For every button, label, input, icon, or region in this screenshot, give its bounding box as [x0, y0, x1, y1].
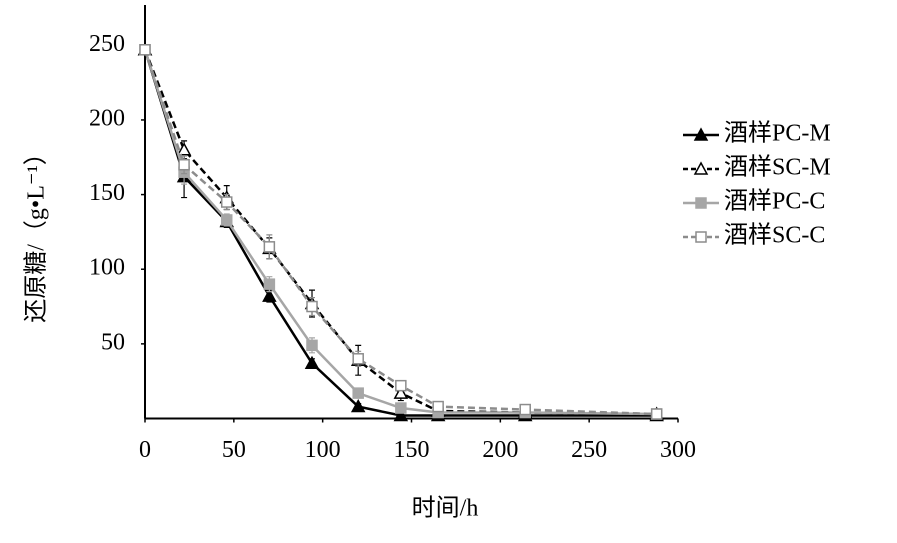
marker	[220, 214, 233, 226]
y-tick-label: 250	[89, 31, 125, 57]
marker	[304, 355, 320, 370]
marker	[432, 400, 444, 413]
y-tick-label: 50	[101, 329, 125, 355]
legend-label: 酒样PC-M	[724, 120, 831, 147]
marker	[220, 196, 233, 208]
legend-label: 酒样SC-C	[724, 222, 825, 249]
marker	[306, 339, 318, 352]
series-line	[143, 49, 657, 416]
series-line	[143, 49, 657, 417]
y-tick-label: 200	[89, 105, 125, 131]
legend-marker	[695, 197, 707, 209]
marker	[650, 408, 663, 420]
x-tick-label: 300	[660, 437, 696, 463]
marker	[395, 379, 407, 392]
x-axis-title: 时间/h	[412, 495, 479, 522]
legend-marker	[693, 127, 709, 141]
marker	[262, 288, 277, 302]
marker	[306, 300, 318, 313]
marker	[352, 387, 364, 399]
x-tick-label: 150	[394, 437, 430, 463]
marker	[139, 44, 151, 56]
x-tick-label: 200	[482, 437, 518, 463]
legend-marker	[693, 161, 709, 175]
y-tick-label: 100	[89, 255, 125, 281]
marker	[350, 398, 366, 413]
legend-marker	[695, 231, 707, 243]
x-tick-label: 0	[139, 437, 151, 463]
marker	[393, 407, 409, 422]
marker	[178, 158, 190, 171]
marker	[263, 278, 276, 290]
x-tick-label: 100	[305, 437, 341, 463]
x-tick-label: 250	[571, 437, 607, 463]
marker	[176, 142, 192, 156]
y-tick-label: 150	[89, 180, 125, 206]
marker	[519, 403, 531, 416]
x-tick-label: 50	[222, 437, 246, 463]
marker	[393, 385, 409, 399]
legend-label: 酒样SC-M	[724, 154, 831, 181]
legend-label: 酒样PC-C	[724, 188, 825, 215]
marker	[263, 241, 276, 253]
marker	[352, 353, 364, 365]
series-line	[143, 49, 657, 416]
marker	[395, 402, 407, 414]
y-axis-title: 还原糖/（g•L⁻¹）	[23, 141, 50, 323]
series-line	[143, 49, 657, 416]
